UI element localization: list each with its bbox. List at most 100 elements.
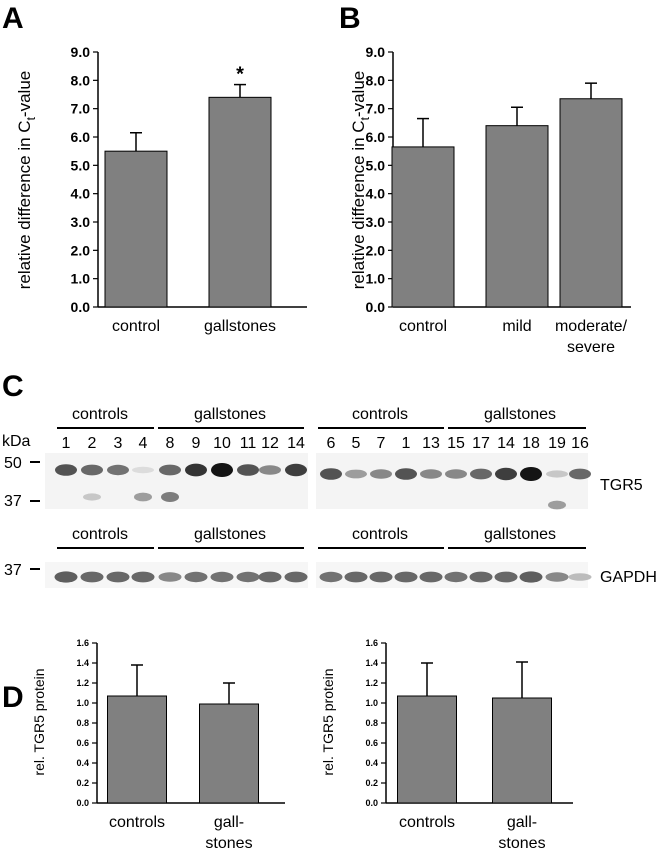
tgr5-band (55, 464, 77, 476)
tgr5-membrane-right (316, 453, 588, 509)
lane-number: 1 (62, 435, 71, 452)
chart-d2-ytick-label: 0.0 (365, 798, 378, 808)
chart-d-left: 0.0 0.2 0.4 0.6 0.8 1.0 1.2 1.4 1.6 controls gall-… (31, 638, 285, 852)
lane-number: 10 (213, 435, 231, 452)
lane-labels: 1 2 3 4 8 9 10 11 12 14 6 5 7 1 13 15 17 14 18 19 16 (62, 435, 589, 452)
chart-d1-ytick-label: 0.0 (76, 798, 89, 808)
lane-number: 8 (166, 435, 175, 452)
group-label-controls-right-gapdh: controls (352, 526, 408, 543)
chart-d1-category-label: controls (109, 814, 165, 831)
tgr5-label: TGR5 (600, 477, 643, 494)
group-label-controls-left: controls (72, 406, 128, 423)
gapdh-band (545, 572, 569, 582)
chart-b-ytick-label: 4.0 (366, 186, 386, 202)
chart-d1-bar (107, 695, 167, 804)
chart-b-bar (559, 98, 623, 308)
chart-d2-y-axis-label: rel. TGR5 protein (320, 668, 336, 775)
chart-d2-ytick-label: 0.8 (365, 718, 378, 728)
chart-d2-ytick-label: 1.0 (365, 698, 378, 708)
tgr5-band (132, 466, 154, 474)
gapdh-band (54, 571, 78, 583)
tgr5-band (420, 469, 442, 479)
gapdh-band (369, 571, 393, 583)
tgr5-minor-band (83, 493, 101, 501)
tgr5-band (546, 470, 568, 478)
chart-b: 0.0 1.0 2.0 3.0 4.0 5.0 6.0 7.0 8.0 9.0 control mil… (349, 44, 631, 356)
lane-number: 5 (352, 435, 361, 452)
gapdh-label: GAPDH (600, 569, 657, 586)
chart-d1-ytick-label: 0.2 (76, 778, 89, 788)
panel-letter-d: D (2, 681, 24, 714)
chart-a-significance-mark: * (236, 64, 244, 86)
chart-d2-ytick-label: 0.4 (365, 758, 378, 768)
gapdh-band (419, 571, 443, 583)
lane-number: 14 (287, 435, 305, 452)
chart-a-ytick-label: 3.0 (71, 214, 91, 230)
chart-d1-ytick-label: 1.4 (76, 658, 89, 668)
gapdh-band (319, 571, 343, 583)
lane-number: 9 (192, 435, 201, 452)
marker-37-bottom: 37 (4, 562, 22, 579)
gapdh-band (444, 571, 468, 583)
gapdh-band (80, 571, 104, 583)
marker-50: 50 (4, 455, 22, 472)
western-blot-panel: kDa 50 37 37 controls gallstones control… (2, 406, 657, 588)
chart-d1-ytick-label: 1.2 (76, 678, 89, 688)
chart-d2-bar (397, 695, 457, 804)
tgr5-band (185, 463, 207, 477)
chart-d1-ytick-label: 1.0 (76, 698, 89, 708)
tgr5-minor-band (134, 492, 152, 502)
gapdh-band (519, 571, 543, 583)
tgr5-band (470, 468, 492, 480)
chart-d2-ytick-label: 0.2 (365, 778, 378, 788)
tgr5-band (159, 464, 181, 476)
tgr5-minor-band (548, 500, 566, 510)
group-label-gallstones-right-gapdh: gallstones (484, 526, 556, 543)
group-label-gallstones-left-gapdh: gallstones (194, 526, 266, 543)
chart-d2-ytick-label: 1.6 (365, 638, 378, 648)
chart-a-ytick-label: 0.0 (71, 299, 91, 315)
chart-b-bar (391, 146, 455, 308)
lane-number: 6 (327, 435, 336, 452)
lane-number: 14 (497, 435, 515, 452)
chart-b-ytick-label: 0.0 (366, 299, 386, 315)
tgr5-band (237, 464, 259, 476)
tgr5-band (107, 464, 129, 476)
chart-a-category-label: control (112, 318, 160, 335)
chart-a-bar (208, 96, 272, 308)
lane-number: 18 (522, 435, 540, 452)
gapdh-band (568, 573, 592, 581)
tgr5-band (569, 468, 591, 480)
group-label-controls-left-gapdh: controls (72, 526, 128, 543)
chart-d2-category-label: gall- (507, 814, 537, 831)
tgr5-band (285, 463, 307, 477)
gapdh-band (210, 571, 234, 583)
gapdh-band (469, 571, 493, 583)
chart-b-category-label: control (399, 318, 447, 335)
gapdh-band (106, 571, 130, 583)
chart-b-ytick-label: 1.0 (366, 271, 386, 287)
chart-b-ytick-label: 9.0 (366, 44, 386, 60)
chart-d1-category-label: stones (205, 835, 252, 852)
lane-number: 1 (402, 435, 411, 452)
chart-a-bar (104, 150, 168, 308)
chart-a-ytick-label: 6.0 (71, 129, 91, 145)
tgr5-band (345, 469, 367, 479)
chart-b-ytick-label: 8.0 (366, 72, 386, 88)
chart-d2-category-label: controls (399, 814, 455, 831)
lane-number: 19 (548, 435, 566, 452)
chart-a-ytick-label: 5.0 (71, 157, 91, 173)
chart-d2-ytick-label: 0.6 (365, 738, 378, 748)
gapdh-band (184, 571, 208, 583)
marker-37-top: 37 (4, 493, 22, 510)
chart-a-category-label: gallstones (204, 318, 276, 335)
chart-a-ytick-label: 9.0 (71, 44, 91, 60)
lane-number: 17 (472, 435, 490, 452)
chart-a-ytick-label: 2.0 (71, 242, 91, 258)
bands (54, 463, 592, 583)
chart-b-category-label: mild (502, 318, 531, 335)
tgr5-minor-band (161, 492, 179, 502)
panel-letter-b: B (339, 2, 361, 35)
chart-b-ytick-label: 7.0 (366, 101, 386, 117)
tgr5-band (211, 463, 233, 477)
